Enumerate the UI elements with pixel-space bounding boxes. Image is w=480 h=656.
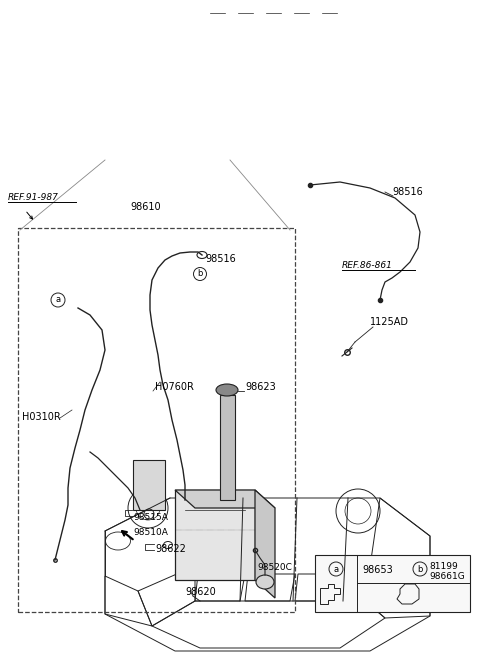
Text: 98515A: 98515A bbox=[133, 513, 168, 522]
Text: REF.86-861: REF.86-861 bbox=[342, 261, 393, 270]
Ellipse shape bbox=[256, 575, 274, 589]
Polygon shape bbox=[175, 490, 275, 508]
Text: REF.91-987: REF.91-987 bbox=[8, 193, 59, 202]
Bar bbox=[133, 460, 165, 510]
Text: 98516: 98516 bbox=[392, 187, 423, 197]
Text: 98610: 98610 bbox=[130, 202, 161, 212]
Text: 98516: 98516 bbox=[205, 254, 236, 264]
Text: 98653: 98653 bbox=[362, 565, 393, 575]
Bar bbox=[220, 395, 235, 500]
Text: 98520C: 98520C bbox=[257, 563, 292, 572]
Polygon shape bbox=[175, 490, 255, 580]
Polygon shape bbox=[255, 490, 275, 598]
Bar bbox=[18, 228, 295, 612]
Text: a: a bbox=[55, 295, 60, 304]
Text: H0760R: H0760R bbox=[155, 382, 194, 392]
Text: 98623: 98623 bbox=[245, 382, 276, 392]
Text: 98622: 98622 bbox=[155, 544, 186, 554]
Text: 98510A: 98510A bbox=[133, 528, 168, 537]
Text: H0310R: H0310R bbox=[22, 412, 61, 422]
Text: b: b bbox=[197, 270, 203, 279]
Text: a: a bbox=[334, 565, 338, 573]
Text: 81199: 81199 bbox=[429, 562, 458, 571]
Ellipse shape bbox=[216, 384, 238, 396]
Text: 98620: 98620 bbox=[185, 587, 216, 597]
Text: 98661G: 98661G bbox=[429, 572, 465, 581]
Text: b: b bbox=[417, 565, 423, 573]
Bar bbox=[315, 555, 470, 612]
Text: 1125AD: 1125AD bbox=[370, 317, 409, 327]
